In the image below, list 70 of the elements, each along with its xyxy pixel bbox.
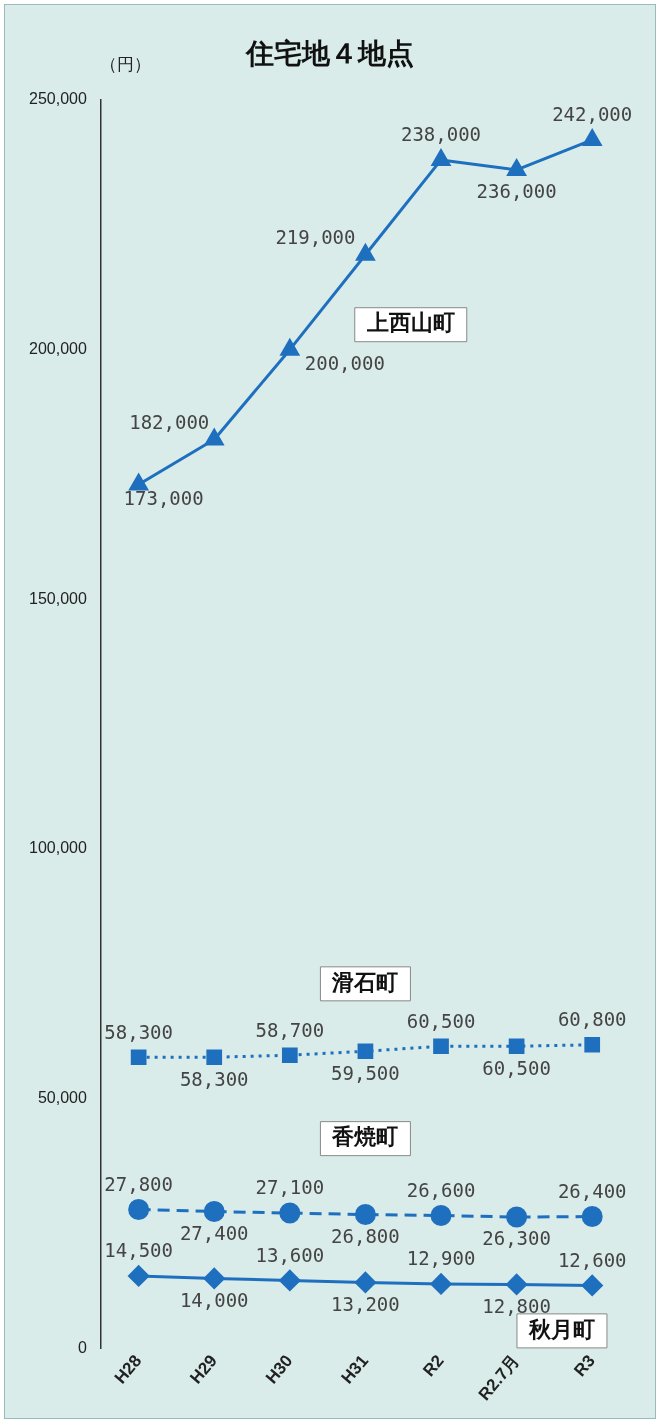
- point: [581, 1206, 603, 1228]
- point: [280, 339, 300, 356]
- point: [430, 1273, 452, 1295]
- data-label: 60,500: [482, 1056, 551, 1079]
- data-label: 58,300: [104, 1020, 173, 1043]
- point: [508, 1038, 525, 1055]
- point: [430, 1205, 452, 1227]
- data-label: 26,400: [557, 1179, 627, 1202]
- point: [128, 1265, 150, 1287]
- data-label: 27,400: [179, 1221, 249, 1244]
- data-label: 26,600: [406, 1178, 476, 1201]
- point: [507, 159, 526, 176]
- y-axis-title: （円）: [100, 53, 151, 76]
- data-label: 27,100: [255, 1176, 325, 1199]
- data-label: 13,200: [331, 1292, 400, 1315]
- data-label: 13,600: [255, 1243, 325, 1266]
- data-label: 60,800: [557, 1008, 627, 1031]
- y-tick-label: 250,000: [28, 90, 87, 108]
- data-label: 173,000: [123, 486, 204, 509]
- point: [354, 1271, 376, 1293]
- data-label: 26,300: [482, 1227, 551, 1250]
- point: [506, 1206, 528, 1228]
- data-label: 14,000: [179, 1288, 249, 1311]
- x-tick-label: H31: [337, 1351, 373, 1388]
- data-label: 60,500: [406, 1009, 476, 1032]
- point: [279, 1269, 301, 1291]
- y-tick-label: 100,000: [28, 839, 87, 857]
- y-tick-label: 0: [77, 1338, 87, 1356]
- point: [129, 473, 148, 491]
- point: [581, 1274, 603, 1296]
- point: [128, 1199, 150, 1221]
- x-tick-label: R2: [419, 1351, 448, 1381]
- data-label: 59,500: [331, 1061, 400, 1084]
- data-label: 242,000: [552, 103, 633, 126]
- point: [281, 1047, 298, 1064]
- x-tick-label: R3: [570, 1351, 599, 1381]
- point: [279, 1202, 301, 1224]
- data-label: 238,000: [400, 123, 482, 146]
- text: 滑石町: [331, 969, 399, 995]
- point: [433, 1038, 449, 1055]
- point: [203, 1201, 225, 1223]
- data-label: 12,600: [557, 1248, 627, 1271]
- data-label: 12,900: [406, 1247, 476, 1270]
- data-label: 200,000: [304, 352, 385, 375]
- data-label: 14,500: [104, 1239, 173, 1262]
- data-label: 12,800: [482, 1294, 551, 1317]
- data-label: 219,000: [275, 226, 356, 249]
- point: [356, 244, 375, 261]
- series-label: 上西山町: [365, 310, 455, 336]
- chart-title: 住宅地４地点: [246, 37, 414, 70]
- data-label: 27,800: [104, 1172, 173, 1195]
- point: [431, 149, 451, 166]
- data-label: 58,700: [255, 1018, 325, 1041]
- point: [203, 1267, 225, 1289]
- point: [354, 1204, 376, 1226]
- data-label: 182,000: [129, 410, 210, 433]
- text: 香焼町: [331, 1124, 399, 1150]
- y-tick-label: 50,000: [37, 1089, 87, 1107]
- point: [584, 1036, 601, 1053]
- data-label: 58,300: [179, 1067, 249, 1090]
- point: [357, 1043, 374, 1060]
- data-label: 26,800: [331, 1224, 400, 1247]
- point: [582, 129, 602, 146]
- point: [206, 1049, 223, 1066]
- y-tick-label: 150,000: [28, 589, 87, 607]
- data-label: 236,000: [476, 180, 557, 203]
- point: [130, 1049, 147, 1066]
- series-label: 秋月町: [527, 1316, 595, 1342]
- point: [506, 1273, 528, 1295]
- y-tick-label: 200,000: [28, 340, 87, 358]
